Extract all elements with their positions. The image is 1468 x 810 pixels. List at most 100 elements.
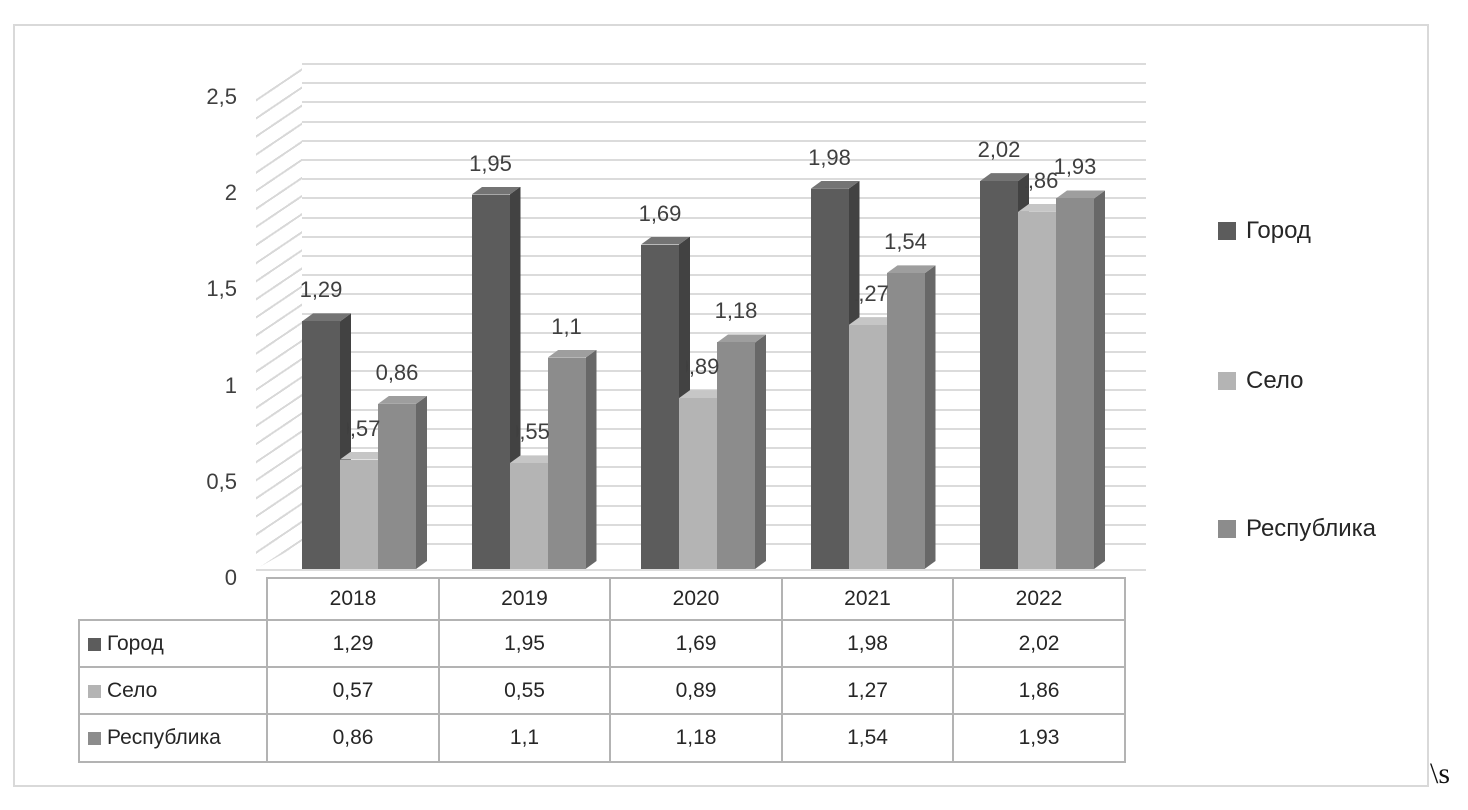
gridline	[302, 274, 1146, 277]
bar-side-series3-2020	[755, 334, 766, 569]
table-row-label: Город	[78, 619, 268, 668]
table-row-label: Село	[78, 666, 268, 715]
table-row-swatch-icon	[88, 732, 101, 745]
table-corner-cell	[79, 578, 267, 620]
table-row: Город 1,29 1,95 1,69 1,98 2,02	[78, 619, 1126, 668]
bar-series1-2019	[471, 194, 510, 569]
table-cell-value: 1,98	[781, 619, 954, 668]
bar-top-series3-2021	[886, 265, 936, 274]
bar-side-series3-2021	[924, 265, 936, 569]
legend-swatch-selo-icon	[1218, 372, 1236, 390]
field-code-text: \s	[1430, 757, 1451, 790]
bar-series2-2021	[848, 325, 887, 569]
bar-label-series1-2019: 1,95	[469, 150, 512, 176]
legend-swatch-gorod-icon	[1218, 222, 1236, 240]
chart-side-wall	[256, 63, 302, 569]
bar-top-series1-2020	[641, 236, 690, 245]
bar-series3-2019	[547, 357, 586, 569]
bar-top-series2-2019	[509, 455, 559, 464]
chart-data-table: 2018 2019 2020 2021 2022 Город 1,29 1,95 1,69 1,9…	[78, 577, 1126, 763]
table-row: Республика 0,86 1,1 1,18 1,54 1,93	[78, 713, 1126, 763]
bar-top-series3-2020	[717, 334, 766, 343]
bar-series2-2019	[509, 463, 548, 569]
bar-label-series2-2021: 1,27	[846, 281, 889, 307]
gridline	[302, 139, 1146, 142]
table-row-swatch-icon	[88, 637, 101, 651]
bar-series1-2020	[641, 244, 679, 569]
gridline	[302, 159, 1146, 161]
gridline	[302, 63, 1146, 65]
bar-series3-2022	[1056, 198, 1094, 569]
bar-label-series1-2020: 1,69	[638, 200, 682, 226]
y-axis-tick-label: 1	[224, 372, 237, 398]
gridline	[302, 331, 1146, 334]
table-cell-value: 2,02	[952, 619, 1126, 668]
gridline	[302, 312, 1146, 315]
bar-label-series3-2018: 0,86	[375, 359, 419, 385]
bar-series3-2021	[886, 273, 925, 569]
gridline	[302, 178, 1146, 181]
bar-label-series2-2018: 0,57	[337, 415, 381, 441]
gridline	[302, 293, 1146, 296]
table-cell-value: 0,55	[438, 666, 611, 715]
bar-side-series1-2018	[340, 313, 351, 569]
table-cell-value: 1,27	[781, 666, 954, 715]
bar-top-series3-2018	[378, 395, 427, 404]
bar-label-series1-2021: 1,98	[808, 144, 851, 170]
bar-series2-2018	[340, 459, 378, 569]
gridline	[302, 197, 1146, 200]
bar-side-series3-2019	[585, 349, 597, 569]
legend-label-selo: Село	[1246, 367, 1304, 394]
bar-label-series2-2022: 1,86	[1015, 167, 1059, 193]
y-axis-tick-label: 0	[224, 565, 237, 590]
bar-side-series1-2019	[509, 186, 521, 569]
bar-series2-2022	[1018, 211, 1056, 569]
bar-top-series1-2022	[980, 173, 1029, 182]
bar-label-series1-2018: 1,29	[299, 277, 343, 303]
bar-series3-2018	[378, 403, 416, 569]
legend-item-respublika: Республика	[1218, 515, 1376, 542]
y-axis-tick-label: 1,5	[206, 276, 237, 302]
bar-series2-2020	[679, 398, 717, 569]
table-row: Село 0,57 0,55 0,89 1,27 1,86	[78, 666, 1126, 715]
table-header-year: 2020	[609, 577, 783, 621]
bar-top-series2-2018	[340, 451, 389, 460]
table-row-label: Республика	[78, 713, 268, 763]
table-cell-value: 0,89	[609, 666, 783, 715]
bar-side-series3-2018	[416, 395, 427, 569]
table-row-swatch-icon	[88, 684, 101, 698]
gridline	[302, 235, 1146, 238]
bar-top-series1-2019	[471, 186, 521, 195]
table-cell-value: 1,54	[781, 713, 954, 763]
table-header-year: 2021	[781, 577, 954, 621]
bar-top-series2-2021	[848, 317, 898, 326]
y-axis-tick-label: 2,5	[206, 84, 237, 109]
bar-series1-2021	[810, 188, 849, 569]
gridline	[302, 101, 1146, 104]
bar-series3-2020	[717, 342, 755, 569]
data-table-grid: 2018 2019 2020 2021 2022 Город 1,29 1,95 1,69 1,9…	[78, 577, 1126, 763]
table-header-row: 2018 2019 2020 2021 2022	[79, 577, 1126, 621]
bar-top-series2-2022	[1018, 203, 1067, 212]
y-axis-tick-label: 2	[224, 180, 237, 206]
chart-floor-edge	[256, 569, 1146, 571]
gridline	[302, 120, 1146, 123]
bar-top-series1-2021	[810, 180, 860, 189]
legend-item-selo: Село	[1218, 367, 1304, 394]
bar-top-series2-2020	[679, 390, 728, 399]
table-cell-value: 1,95	[438, 619, 611, 668]
table-cell-value: 1,93	[952, 713, 1126, 763]
table-header-year: 2018	[266, 577, 440, 621]
table-cell-value: 0,57	[266, 666, 440, 715]
bar-top-series3-2019	[547, 349, 597, 358]
y-axis-tick-label: 0,5	[206, 468, 237, 494]
bar-series1-2022	[980, 181, 1018, 569]
table-header-year: 2019	[438, 577, 611, 621]
bar-label-series3-2022: 1,93	[1053, 154, 1097, 180]
table-cell-value: 1,1	[438, 713, 611, 763]
gridline	[302, 255, 1146, 257]
table-cell-value: 1,18	[609, 713, 783, 763]
table-cell-value: 1,29	[266, 619, 440, 668]
bar-label-series3-2021: 1,54	[884, 229, 927, 255]
